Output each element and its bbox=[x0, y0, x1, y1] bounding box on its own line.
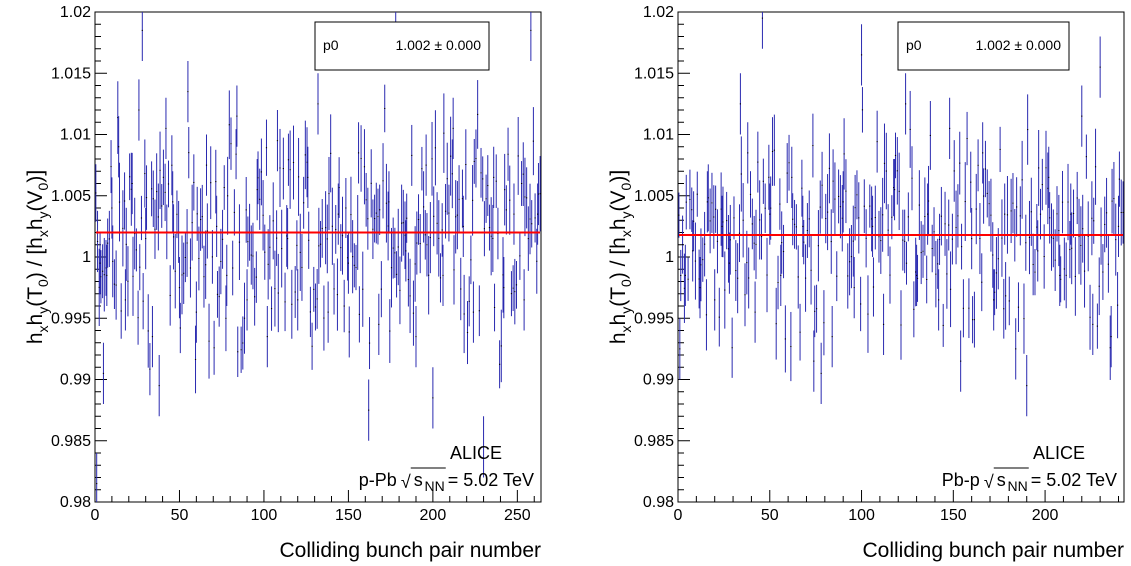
y-tick-label: 1 bbox=[665, 249, 674, 266]
x-tick-label: 200 bbox=[1032, 507, 1059, 524]
fit-stat-box bbox=[897, 21, 1070, 71]
x-tick-label: 0 bbox=[91, 507, 100, 524]
fit-param-value: 1.002 ± 0.000 bbox=[975, 37, 1061, 53]
fit-param-value: 1.002 ± 0.000 bbox=[395, 37, 481, 53]
y-tick-label: 1.02 bbox=[643, 4, 674, 21]
data-points bbox=[678, 12, 1124, 417]
x-tick-label: 200 bbox=[420, 507, 447, 524]
y-tick-label: 1.005 bbox=[634, 188, 674, 205]
y-tick-label: 1.015 bbox=[634, 65, 674, 82]
y-tick-label: 1 bbox=[82, 249, 91, 266]
chart-panel-pb-p: 0.98 0.985 0.99 0.995 1 1.005 1.01 1.015 1.02 0 50… bbox=[607, 4, 1125, 562]
y-tick-label: 0.99 bbox=[643, 372, 674, 389]
x-tick-label: 0 bbox=[674, 507, 683, 524]
sqrt-symbol: √ bbox=[401, 472, 411, 492]
sqrt-symbol: √ bbox=[984, 472, 994, 492]
x-tick-label: 50 bbox=[761, 507, 779, 524]
sqrt-sub: NN bbox=[1008, 478, 1028, 494]
y-tick-label: 0.98 bbox=[60, 494, 91, 511]
system-label: Pb-p bbox=[942, 470, 980, 490]
system-label: p-Pb bbox=[359, 470, 397, 490]
data-points bbox=[95, 12, 541, 502]
plot-frame bbox=[677, 11, 1125, 503]
x-tick-label: 50 bbox=[171, 507, 189, 524]
y-tick-label: 0.995 bbox=[634, 310, 674, 327]
y-tick-label: 1.01 bbox=[643, 127, 674, 144]
x-tick-label: 100 bbox=[848, 507, 875, 524]
y-axis-title: hxhy(T0) / [hxhy(V0)] bbox=[24, 170, 51, 344]
experiment-label: ALICE bbox=[1033, 443, 1085, 463]
y-tick-label: 0.985 bbox=[51, 433, 91, 450]
fit-param-name: p0 bbox=[323, 37, 339, 53]
y-tick-label: 1.02 bbox=[60, 4, 91, 21]
x-tick-label: 250 bbox=[504, 507, 531, 524]
x-tick-label: 100 bbox=[251, 507, 278, 524]
fit-stat-box bbox=[314, 21, 490, 71]
y-tick-label: 0.985 bbox=[634, 433, 674, 450]
y-tick-label: 0.995 bbox=[51, 310, 91, 327]
energy-label: = 5.02 TeV bbox=[1031, 470, 1117, 490]
sqrt-arg: s bbox=[414, 470, 423, 490]
fit-param-name: p0 bbox=[906, 37, 922, 53]
sqrt-arg: s bbox=[997, 470, 1006, 490]
y-tick-label: 1.005 bbox=[51, 188, 91, 205]
x-axis-title: Colliding bunch pair number bbox=[280, 539, 542, 562]
y-axis-title: hxhy(T0) / [hxhy(V0)] bbox=[607, 170, 634, 344]
x-tick-label: 150 bbox=[335, 507, 362, 524]
y-tick-label: 0.99 bbox=[60, 372, 91, 389]
sqrt-sub: NN bbox=[425, 478, 445, 494]
x-tick-label: 150 bbox=[940, 507, 967, 524]
y-tick-label: 1.01 bbox=[60, 127, 91, 144]
y-tick-label: 1.015 bbox=[51, 65, 91, 82]
x-axis-title: Colliding bunch pair number bbox=[863, 539, 1125, 562]
experiment-label: ALICE bbox=[450, 443, 502, 463]
chart-panel-p-pb: 0.98 0.985 0.99 0.995 1 1.005 1.01 1.015 1.02 0 50… bbox=[24, 4, 542, 562]
y-tick-label: 0.98 bbox=[643, 494, 674, 511]
energy-label: = 5.02 TeV bbox=[448, 470, 534, 490]
